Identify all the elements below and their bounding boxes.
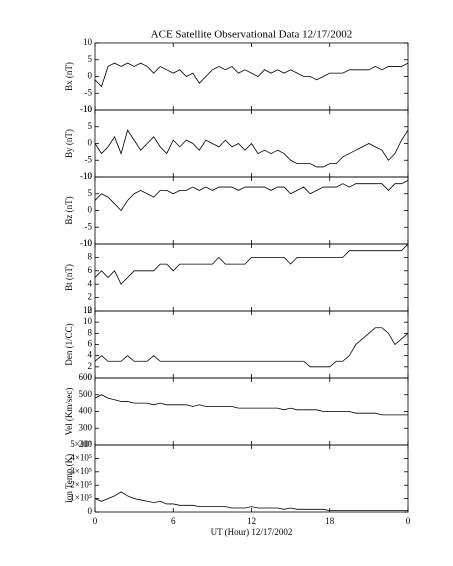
y-tick-label: 500 (79, 389, 93, 399)
y-axis-label: Ion Temp (K) (64, 454, 74, 503)
y-tick-label: 8 (88, 251, 93, 261)
data-line (94, 179, 409, 212)
y-tick-label: 0 (88, 506, 93, 516)
y-tick-label: 4 (88, 278, 93, 288)
x-tick-label: 18 (325, 516, 335, 526)
data-line (94, 327, 409, 368)
y-tick-label: 10 (83, 171, 93, 181)
data-line (94, 243, 409, 285)
panel-frame (94, 377, 409, 446)
y-tick-label: -5 (85, 87, 93, 97)
panel-frame (94, 243, 409, 312)
y-tick-label: 6 (88, 339, 93, 349)
x-axis-label: UT (Hour) 12/17/2002 (211, 527, 293, 537)
y-tick-label: -10 (80, 238, 92, 248)
chart-title: ACE Satellite Observational Data 12/17/2… (151, 29, 353, 41)
y-tick-label: -5 (85, 154, 93, 164)
y-tick-label: 0 (88, 305, 93, 315)
x-tick-label: 0 (406, 516, 411, 526)
y-tick-label: 2 (88, 361, 93, 371)
y-tick-label: 600 (79, 372, 93, 382)
y-tick-label: 200 (79, 439, 93, 449)
data-line (94, 129, 409, 168)
y-tick-label: 5 (88, 121, 93, 131)
y-axis-label: Bz (nT) (64, 196, 74, 224)
y-tick-label: 4×10⁵ (70, 452, 92, 462)
panel-frame (94, 444, 409, 513)
panel-frame (94, 42, 409, 111)
y-axis-label: Bx (nT) (64, 62, 74, 91)
panel-frame (94, 310, 409, 379)
y-axis-label: Bt (nT) (64, 264, 74, 291)
y-tick-label: 5×10⁵ (70, 439, 92, 449)
data-line (94, 491, 408, 512)
y-tick-label: 5 (88, 188, 93, 198)
y-tick-label: 12 (83, 305, 92, 315)
y-tick-label: 6 (88, 265, 93, 275)
y-tick-label: 5 (88, 54, 93, 64)
y-axis-label: Vel (Km/sec) (64, 388, 74, 436)
x-tick-label: 12 (247, 516, 256, 526)
data-line (94, 394, 408, 416)
data-line (94, 62, 409, 88)
y-tick-label: 3×10⁵ (70, 466, 92, 476)
y-tick-label: 4 (88, 350, 93, 360)
y-tick-label: -5 (85, 221, 93, 231)
y-tick-label: 10 (83, 238, 93, 248)
y-tick-label: 0 (88, 138, 93, 148)
y-tick-label: 400 (79, 406, 93, 416)
y-tick-label: 10 (83, 37, 93, 47)
x-tick-label: 6 (171, 516, 176, 526)
y-tick-label: 2 (88, 292, 93, 302)
y-tick-label: 0 (88, 71, 93, 81)
x-tick-label: 0 (93, 516, 98, 526)
y-tick-label: 8 (88, 327, 93, 337)
y-axis-label: By (nT) (64, 129, 74, 158)
y-tick-label: 2×10⁵ (70, 479, 92, 489)
y-axis-label: Den (1/CC) (64, 323, 74, 365)
y-tick-label: 10 (83, 316, 93, 326)
y-tick-label: -10 (80, 171, 92, 181)
y-tick-label: 10 (83, 104, 93, 114)
y-tick-label: 300 (79, 422, 93, 432)
y-tick-label: 0 (88, 205, 93, 215)
y-tick-label: 1×10⁵ (70, 493, 92, 503)
y-tick-label: 0 (88, 372, 93, 382)
y-tick-label: -10 (80, 104, 92, 114)
